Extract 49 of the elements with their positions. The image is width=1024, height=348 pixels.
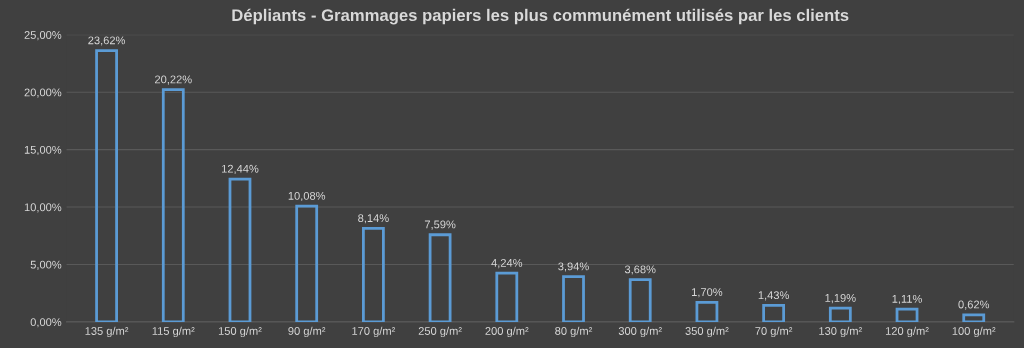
x-tick-label: 135 g/m² — [85, 326, 129, 338]
data-label: 3,94% — [558, 262, 589, 272]
data-label: 1,70% — [692, 288, 723, 298]
bar — [228, 177, 252, 322]
data-label: 3,68% — [624, 265, 656, 275]
bar — [161, 88, 185, 322]
y-tick-label: 5,00% — [30, 260, 62, 270]
x-tick-label: 100 g/m² — [952, 326, 996, 338]
bar — [828, 306, 852, 322]
data-label: 1,11% — [892, 294, 922, 305]
y-tick-label: 10,00% — [24, 203, 62, 213]
bar — [762, 304, 786, 322]
bar — [895, 307, 919, 322]
y-tick-label: 0,00% — [30, 318, 62, 328]
x-tick-label: 70 g/m² — [755, 326, 793, 338]
bar — [362, 227, 385, 322]
x-tick-label: 90 g/m² — [288, 326, 326, 338]
bar — [962, 313, 986, 322]
data-label: 7,59% — [424, 220, 456, 230]
data-label: 1,43% — [758, 291, 789, 301]
x-tick-label: 350 g/m² — [685, 326, 729, 338]
bar — [695, 300, 719, 322]
x-tick-label: 115 g/m² — [152, 326, 195, 338]
y-tick-label: 25,00% — [24, 31, 62, 41]
x-tick-label: 80 g/m² — [555, 326, 593, 338]
bar — [428, 233, 452, 322]
data-label: 20,22% — [155, 75, 192, 85]
x-tick-label: 250 g/m² — [418, 326, 462, 338]
x-tick-label: 150 g/m² — [218, 326, 262, 338]
chart-title: Dépliants - Grammages papiers les plus communément utilisés par les clients — [232, 8, 849, 25]
bar — [628, 278, 652, 322]
data-label: 8,14% — [358, 214, 389, 224]
bar — [562, 275, 585, 322]
x-tick-label: 130 g/m² — [819, 326, 863, 338]
data-label: 0,62% — [958, 300, 990, 310]
bar — [495, 271, 519, 322]
y-tick-label: 20,00% — [24, 88, 62, 98]
bar — [295, 204, 319, 322]
data-label: 4,24% — [491, 258, 523, 269]
y-tick-label: 15,00% — [24, 145, 62, 156]
data-label: 23,62% — [88, 36, 126, 46]
bar — [95, 49, 118, 322]
data-label: 1,19% — [825, 294, 856, 304]
x-tick-label: 170 g/m² — [352, 326, 396, 338]
x-tick-label: 200 g/m² — [485, 326, 529, 338]
data-label: 12,44% — [222, 164, 259, 174]
x-tick-label: 300 g/m² — [618, 326, 662, 338]
x-tick-label: 120 g/m² — [885, 326, 929, 338]
data-label: 10,08% — [288, 191, 326, 202]
